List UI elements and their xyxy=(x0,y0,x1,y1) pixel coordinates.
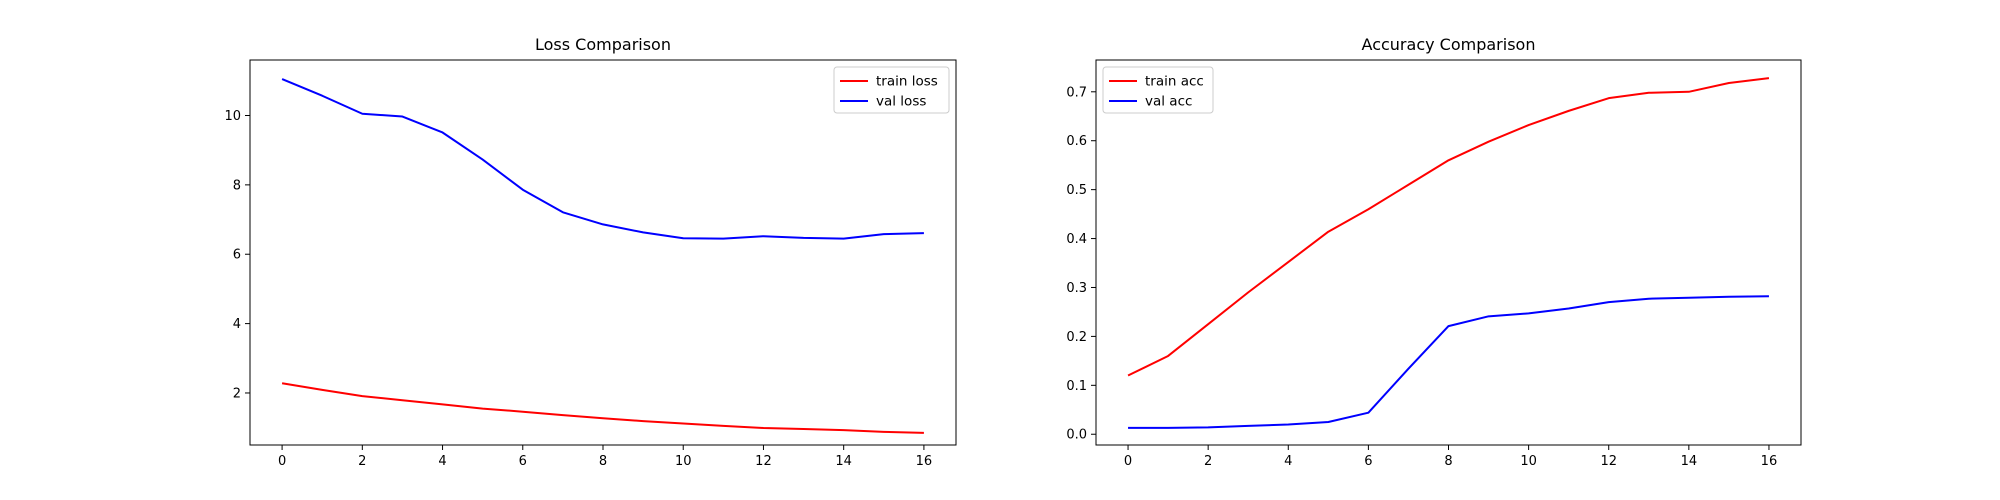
accuracy-y-tick-label: 0.4 xyxy=(1066,232,1087,247)
accuracy-y-tick-label: 0.5 xyxy=(1066,183,1087,198)
accuracy-series-line-train-acc xyxy=(1127,77,1770,377)
accuracy-y-tick-label: 0.0 xyxy=(1066,428,1087,443)
loss-x-tick-label: 4 xyxy=(438,454,446,469)
accuracy-series-line-val-acc xyxy=(1128,295,1769,429)
loss-x-tick-label: 8 xyxy=(599,454,607,469)
accuracy-x-tick-label: 8 xyxy=(1444,454,1452,469)
accuracy-legend: train acc val acc xyxy=(1102,66,1214,114)
accuracy-x-tick-label: 2 xyxy=(1204,454,1212,469)
accuracy-y-tick-label: 0.7 xyxy=(1066,85,1087,100)
loss-y-tick-label: 8 xyxy=(233,178,241,193)
accuracy-x-tick-label: 6 xyxy=(1364,454,1372,469)
loss-x-tick-label: 2 xyxy=(358,454,366,469)
accuracy-x-tick-label: 14 xyxy=(1681,454,1698,469)
loss-y-tick-label: 4 xyxy=(233,317,241,332)
accuracy-x-tick-label: 12 xyxy=(1600,454,1617,469)
accuracy-legend-label: val acc xyxy=(1145,94,1192,110)
loss-x-tick-label: 14 xyxy=(835,454,852,469)
loss-chart-title: Loss Comparison xyxy=(535,35,671,54)
accuracy-legend-label: train acc xyxy=(1145,74,1204,90)
loss-y-tick-label: 2 xyxy=(233,386,241,401)
loss-x-tick-label: 0 xyxy=(278,454,286,469)
accuracy-x-tick-label: 4 xyxy=(1284,454,1292,469)
accuracy-y-tick-label: 0.1 xyxy=(1066,379,1087,394)
accuracy-y-tick-label: 0.3 xyxy=(1066,281,1087,296)
loss-x-tick-label: 10 xyxy=(675,454,692,469)
loss-x-tick-label: 12 xyxy=(755,454,772,469)
accuracy-x-tick-label: 10 xyxy=(1520,454,1537,469)
loss-series-line-val-loss xyxy=(281,78,924,240)
accuracy-chart-title: Accuracy Comparison xyxy=(1362,35,1536,54)
loss-legend-label: val loss xyxy=(876,94,926,110)
loss-x-tick-label: 16 xyxy=(916,454,933,469)
loss-chart: Loss Comparison 0 2 4 6 8 10 12 14 16 2 4 6 8 10 train … xyxy=(224,35,957,469)
loss-legend-label: train loss xyxy=(876,74,938,90)
loss-x-tick-label: 6 xyxy=(519,454,527,469)
accuracy-x-tick-label: 16 xyxy=(1761,454,1778,469)
accuracy-y-tick-label: 0.6 xyxy=(1066,134,1087,149)
accuracy-x-tick-label: 0 xyxy=(1124,454,1132,469)
loss-series-line-train-loss xyxy=(281,382,924,434)
accuracy-chart: Accuracy Comparison 0 2 4 6 8 10 12 14 16 0.0 0.1 0.… xyxy=(1066,35,1802,469)
accuracy-y-tick-label: 0.2 xyxy=(1066,330,1087,345)
loss-legend: train loss val loss xyxy=(833,66,950,114)
loss-y-tick-label: 10 xyxy=(224,109,241,124)
loss-y-tick-label: 6 xyxy=(233,248,241,263)
